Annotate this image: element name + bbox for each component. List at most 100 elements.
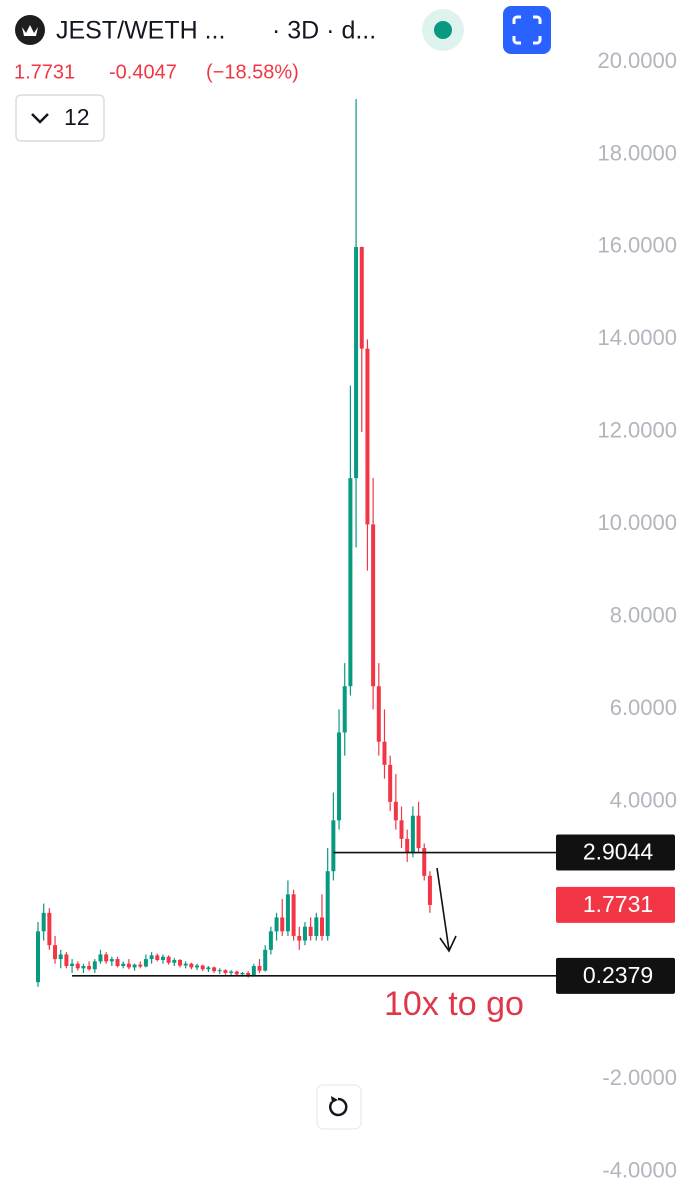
candle-body	[53, 945, 58, 960]
candle-body	[365, 348, 370, 525]
indicators-toggle[interactable]	[15, 94, 105, 142]
candle-body	[36, 931, 40, 983]
level-label: 0.2379	[583, 962, 653, 988]
candle-body	[81, 966, 86, 969]
candle-body	[325, 871, 330, 936]
y-tick-label: 4.0000	[610, 788, 677, 813]
candle-body	[58, 954, 63, 960]
candle-body	[229, 971, 234, 973]
candle-body	[320, 917, 324, 936]
candle-body	[104, 954, 109, 962]
candle-body	[41, 912, 46, 932]
candle-body	[246, 972, 251, 976]
candle-body	[132, 964, 137, 968]
candle-body	[393, 801, 398, 821]
last-price-label: 1.7731	[583, 891, 653, 917]
candle-body	[274, 917, 279, 932]
candle-body	[251, 966, 256, 976]
candle-body	[47, 912, 52, 946]
candle-body	[178, 960, 182, 966]
y-tick-label: 14.0000	[597, 325, 677, 350]
y-tick-label: 16.0000	[597, 233, 677, 258]
interval[interactable]: · 3D · d...	[272, 17, 376, 45]
candle-body	[410, 815, 415, 853]
level-label: 2.9044	[583, 839, 654, 865]
last-price-bg	[556, 886, 675, 923]
candle-body	[206, 967, 211, 970]
candle-body	[217, 970, 222, 972]
level-label-bg	[556, 834, 675, 871]
candle-body	[75, 963, 80, 969]
price-change: -0.4047	[109, 61, 177, 83]
candle-body	[348, 478, 353, 687]
candle-body	[64, 954, 69, 967]
candle-body	[285, 894, 290, 932]
candle-body	[115, 959, 120, 967]
candle-body	[98, 954, 103, 962]
candle-body	[138, 964, 143, 967]
last-price: 1.7731	[14, 61, 75, 83]
candle-body	[399, 820, 404, 839]
candle-body	[422, 848, 427, 876]
y-tick-label: 12.0000	[597, 418, 677, 443]
candle-body	[371, 524, 376, 687]
candle-body	[189, 963, 194, 968]
candle-body	[268, 931, 273, 950]
y-tick-label: 18.0000	[597, 140, 677, 165]
candle-body	[200, 965, 205, 970]
reset-icon	[329, 1097, 348, 1117]
candle-body	[314, 917, 319, 936]
candle-body	[405, 838, 410, 853]
y-tick-label: 6.0000	[610, 695, 677, 720]
candle-body	[166, 956, 171, 963]
level-label-bg	[556, 957, 675, 994]
candle-body	[337, 732, 342, 821]
candle-body	[92, 961, 97, 970]
indicator-count: 12	[64, 104, 90, 130]
candle-body	[331, 820, 336, 872]
candle-body	[212, 967, 217, 972]
arrow	[436, 867, 457, 953]
candle-body	[427, 875, 432, 905]
candle-body	[143, 959, 148, 967]
fullscreen-icon	[512, 15, 542, 45]
candle-body	[126, 963, 131, 968]
candle-body	[297, 935, 302, 941]
candle-body	[183, 963, 188, 966]
candle-body	[280, 917, 285, 932]
status-dot	[434, 21, 452, 39]
candle-body	[291, 894, 296, 936]
y-tick-label: 20.0000	[597, 48, 677, 73]
annotation: 10x to go	[384, 985, 524, 1023]
y-tick-label: -2.0000	[602, 1065, 677, 1090]
candle-body	[70, 963, 75, 967]
candle-body	[263, 949, 268, 971]
candle-body	[376, 686, 381, 742]
candle-body	[308, 926, 313, 936]
candle-body	[382, 741, 387, 765]
candle-body	[223, 970, 228, 973]
candle-body	[302, 926, 307, 941]
candle-body	[240, 972, 245, 975]
crown	[22, 25, 38, 36]
reset-button[interactable]	[316, 1084, 362, 1130]
symbol[interactable]: JEST/WETH ...	[56, 17, 225, 45]
y-tick-label: -4.0000	[602, 1158, 677, 1183]
candle-body	[172, 960, 177, 963]
candle-body	[354, 246, 359, 479]
plot: 20.0000 18.0000 16.0000 14.0000 12.0000 10.00…	[36, 48, 677, 1183]
candle-body	[149, 955, 154, 960]
reset-icon-head	[331, 1096, 338, 1103]
candle-body	[342, 686, 347, 733]
candle-body	[416, 815, 421, 849]
candle-body	[257, 966, 262, 971]
candle-body	[195, 965, 200, 968]
candle-body	[359, 246, 364, 349]
fullscreen-button[interactable]	[503, 6, 551, 54]
chevron	[31, 113, 49, 124]
candle-body	[155, 955, 160, 960]
candle-body	[234, 971, 239, 975]
candle-body	[87, 966, 92, 970]
